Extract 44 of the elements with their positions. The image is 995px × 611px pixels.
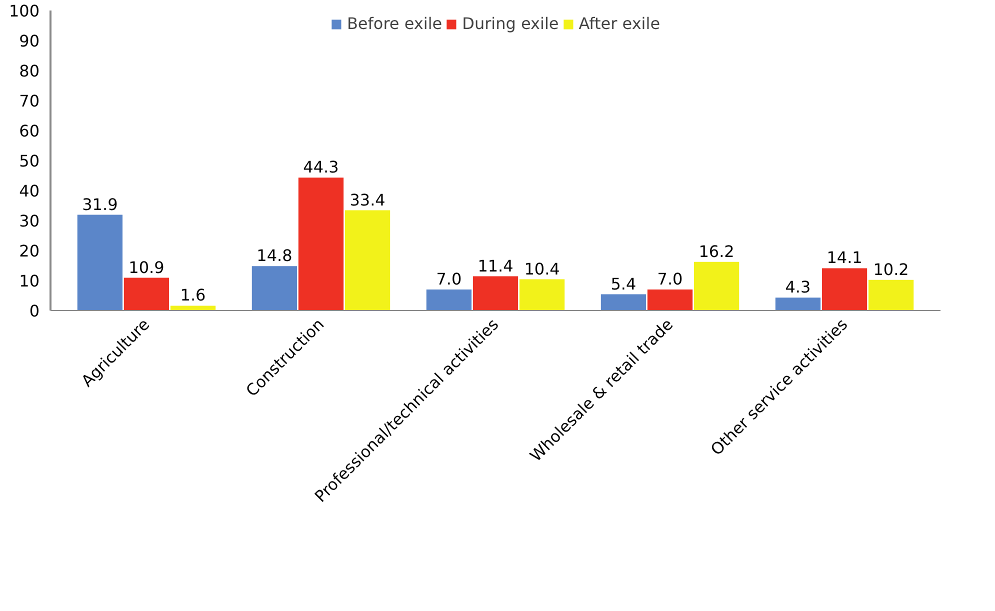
bar: [77, 214, 123, 310]
y-tick-label: 80: [19, 62, 40, 80]
text: 4.3: [785, 278, 811, 297]
bar: [426, 290, 472, 310]
legend-label: During exile: [462, 14, 559, 33]
y-tick-label: 40: [19, 182, 40, 200]
y-tick-label: 50: [19, 152, 40, 170]
text: 33.4: [350, 190, 386, 210]
y-tick-label: 100: [8, 2, 40, 20]
bar: [472, 276, 518, 310]
text: 14.8: [256, 246, 292, 266]
bar: [124, 278, 170, 310]
bar: [868, 280, 914, 310]
text: 7.0: [436, 270, 462, 288]
text: 11.4: [478, 256, 514, 276]
y-tick-label: 70: [19, 92, 40, 110]
y-tick-label: 60: [19, 122, 40, 140]
bar: [252, 266, 298, 310]
text: 10.2: [873, 260, 909, 279]
bar: [519, 279, 565, 310]
text: 10.9: [128, 258, 164, 277]
y-tick-label: 30: [19, 212, 40, 230]
bar: [298, 178, 344, 310]
y-tick-label: 90: [19, 32, 40, 50]
y-tick-label: 10: [19, 272, 40, 290]
text: 16.2: [698, 242, 734, 261]
bar: [647, 290, 693, 310]
y-tick-label: 0: [29, 302, 40, 320]
text: 5.4: [610, 274, 636, 294]
bar: [170, 306, 216, 310]
bar: [694, 262, 740, 310]
text: 10.4: [524, 259, 560, 278]
legend-label: After exile: [578, 14, 660, 33]
bar: [600, 294, 646, 310]
legend-label: Before exile: [346, 14, 442, 33]
bar: [822, 268, 868, 310]
bar: [775, 298, 821, 310]
text: 44.3: [303, 158, 339, 177]
y-tick-label: 20: [19, 242, 40, 260]
text: 14.1: [826, 248, 862, 268]
text: 7.0: [657, 270, 683, 288]
text: 1.6: [180, 286, 206, 305]
text: 31.9: [82, 194, 118, 214]
bar: [344, 210, 390, 310]
